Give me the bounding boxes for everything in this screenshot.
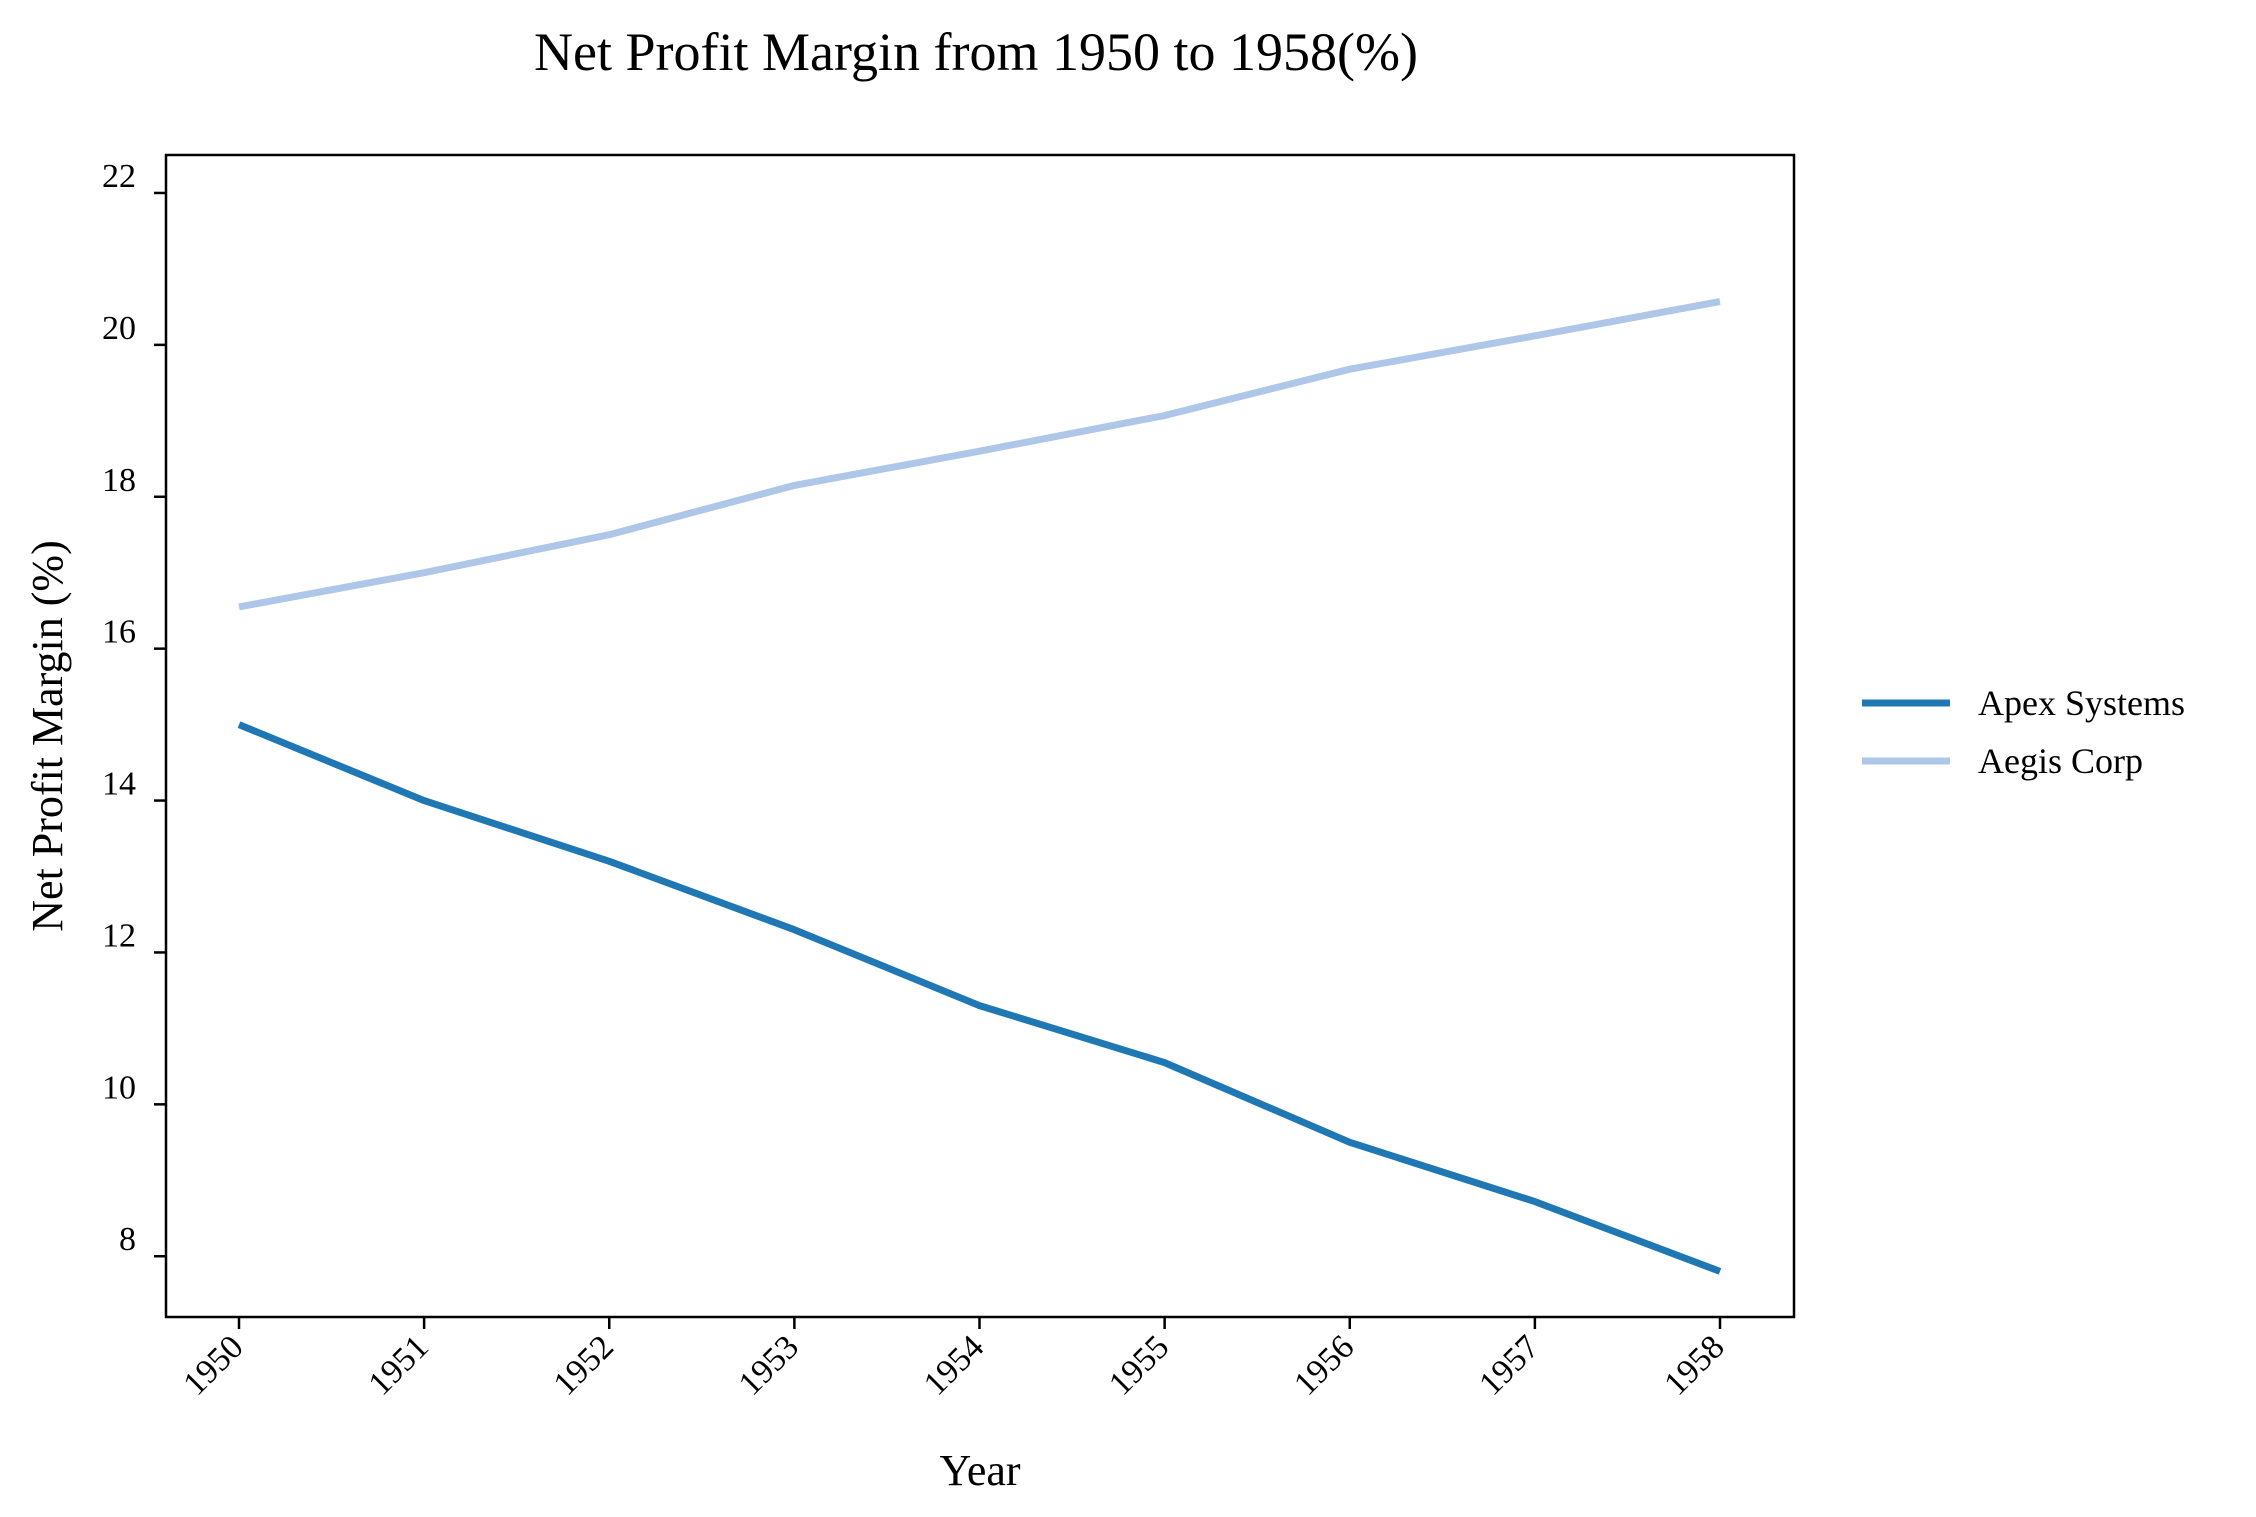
- y-tick-label: 12: [102, 917, 136, 954]
- legend: Apex Systems Aegis Corp: [1862, 683, 2185, 781]
- x-tick-label: 1956: [1287, 1328, 1361, 1402]
- series-line-0: [237, 721, 1722, 1275]
- x-tick-label: 1953: [732, 1328, 806, 1402]
- x-tick-label: 1957: [1472, 1328, 1546, 1402]
- x-tick-label: 1958: [1657, 1328, 1731, 1402]
- legend-label-1: Aegis Corp: [1978, 741, 2143, 781]
- x-axis: 1950 1951 1952 1953 1954 1955 1956 1957 1958: [176, 1317, 1732, 1403]
- y-tick-label: 16: [102, 614, 136, 651]
- x-tick-label: 1950: [176, 1328, 250, 1402]
- x-tick-label: 1952: [547, 1328, 621, 1402]
- y-tick-label: 10: [102, 1069, 136, 1106]
- chart-title: Net Profit Margin from 1950 to 1958(%): [534, 22, 1418, 82]
- plot-area: [237, 298, 1722, 1275]
- y-axis: 8 10 12 14 16 18 20 22: [102, 158, 166, 1258]
- y-tick-label: 20: [102, 310, 136, 347]
- x-tick-label: 1951: [362, 1328, 436, 1402]
- legend-label-0: Apex Systems: [1978, 683, 2185, 723]
- y-axis-label: Net Profit Margin (%): [23, 540, 72, 931]
- y-tick-label: 14: [102, 766, 136, 803]
- y-tick-label: 18: [102, 462, 136, 499]
- x-tick-label: 1955: [1102, 1328, 1176, 1402]
- x-tick-label: 1954: [917, 1328, 991, 1402]
- x-axis-label: Year: [939, 1446, 1020, 1495]
- plot-frame: [164, 153, 1796, 1319]
- series-line-1: [238, 298, 1721, 611]
- y-tick-label: 22: [102, 158, 136, 195]
- y-tick-label: 8: [119, 1221, 136, 1258]
